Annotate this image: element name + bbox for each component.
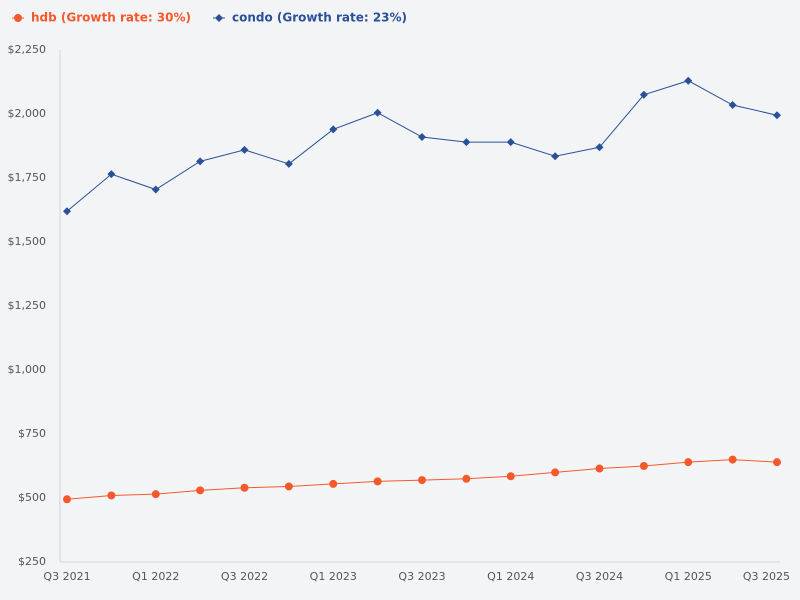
y-tick-label: $250 [18, 555, 46, 568]
x-tick-label: Q3 2022 [221, 570, 268, 583]
point [196, 486, 205, 495]
point [462, 138, 471, 147]
x-tick-label: Q1 2023 [310, 570, 357, 583]
y-tick-label: $1,500 [8, 235, 47, 248]
point [418, 133, 426, 142]
point [373, 477, 382, 486]
y-tick-label: $500 [18, 491, 46, 504]
point [63, 207, 71, 216]
point [107, 491, 116, 500]
series-line [66, 80, 778, 212]
x-tick-label: Q1 2022 [132, 570, 179, 583]
y-tick-label: $1,000 [8, 363, 47, 376]
y-tick-label: $750 [18, 427, 46, 440]
point [639, 462, 648, 470]
y-tick-label: $2,250 [8, 43, 47, 56]
x-tick-label: Q3 2021 [43, 570, 90, 583]
legend-label[interactable]: hdb (Growth rate: 30%) [31, 11, 191, 25]
legend-marker [14, 14, 22, 22]
point [284, 159, 293, 168]
legend-marker [215, 14, 224, 22]
x-tick-label: Q3 2025 [743, 570, 790, 583]
point [684, 458, 693, 467]
point [151, 185, 160, 194]
point [240, 483, 249, 492]
point [773, 111, 781, 120]
point [107, 170, 116, 179]
point [506, 472, 515, 481]
y-tick-label: $2,000 [8, 107, 47, 120]
legend-label[interactable]: condo (Growth rate: 23%) [232, 11, 407, 25]
y-tick-label: $1,750 [8, 171, 47, 184]
point [639, 90, 648, 99]
point [728, 101, 737, 110]
point [329, 479, 338, 488]
point [506, 138, 515, 147]
point [240, 145, 249, 154]
point [151, 490, 160, 499]
point [684, 76, 693, 85]
point [551, 152, 560, 161]
x-tick-label: Q1 2024 [487, 570, 534, 583]
point [329, 125, 338, 134]
x-tick-label: Q3 2024 [576, 570, 623, 583]
point [595, 143, 604, 152]
point [196, 157, 205, 166]
point [462, 474, 471, 483]
y-tick-label: $1,250 [8, 299, 47, 312]
x-tick-label: Q1 2025 [665, 570, 712, 583]
point [418, 476, 426, 485]
x-tick-label: Q3 2023 [398, 570, 445, 583]
point [773, 458, 781, 467]
point [63, 495, 71, 504]
point [551, 468, 560, 477]
point [373, 108, 382, 117]
point [284, 482, 293, 491]
point [595, 464, 604, 473]
point [728, 455, 737, 464]
